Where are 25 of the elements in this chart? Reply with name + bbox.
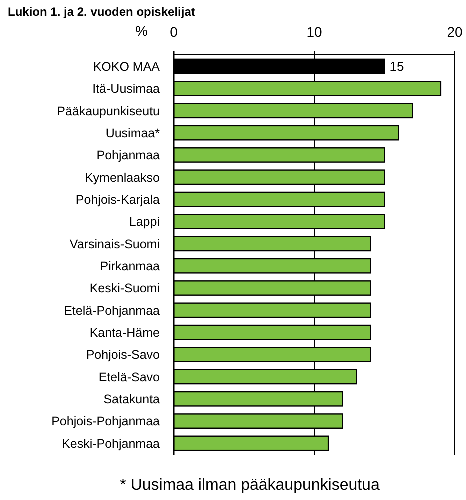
y-tick-label: Satakunta — [104, 392, 160, 406]
y-tick-label: KOKO MAA — [93, 60, 161, 74]
y-tick-label: Pääkaupunkiseutu — [57, 104, 160, 118]
y-tick-label: Keski-Pohjanmaa — [62, 436, 160, 451]
y-tick-label: Etelä-Pohjanmaa — [64, 304, 160, 318]
y-tick-label: Varsinais-Suomi — [70, 237, 160, 252]
y-tick-label: Pohjois-Savo — [86, 348, 160, 362]
x-axis-title: % — [136, 23, 148, 39]
y-tick-label: Pohjois-Pohjanmaa — [52, 414, 160, 429]
x-tick-label: 0 — [170, 24, 178, 40]
x-tick-label: 20 — [447, 24, 463, 40]
y-tick-label: Pirkanmaa — [100, 259, 160, 274]
y-tick-label: Pohjois-Karjala — [76, 192, 160, 207]
x-tick-label: 10 — [306, 24, 322, 40]
data-label: 15 — [390, 59, 404, 74]
y-tick-label: Pohjanmaa — [96, 148, 160, 163]
y-tick-label: Kymenlaakso — [84, 170, 160, 185]
text: * Uusimaa ilman pääkaupunkiseutua — [120, 477, 380, 494]
y-tick-label: Itä-Uusimaa — [92, 82, 160, 96]
y-tick-label: Keski-Suomi — [90, 282, 160, 296]
y-tick-label: Kanta-Häme — [90, 326, 160, 340]
y-tick-label: Uusimaa* — [106, 126, 160, 140]
y-tick-label: Lappi — [129, 215, 160, 230]
chart-title: Lukion 1. ja 2. vuoden opiskelijat — [8, 5, 196, 19]
y-tick-label: Etelä-Savo — [98, 370, 160, 384]
